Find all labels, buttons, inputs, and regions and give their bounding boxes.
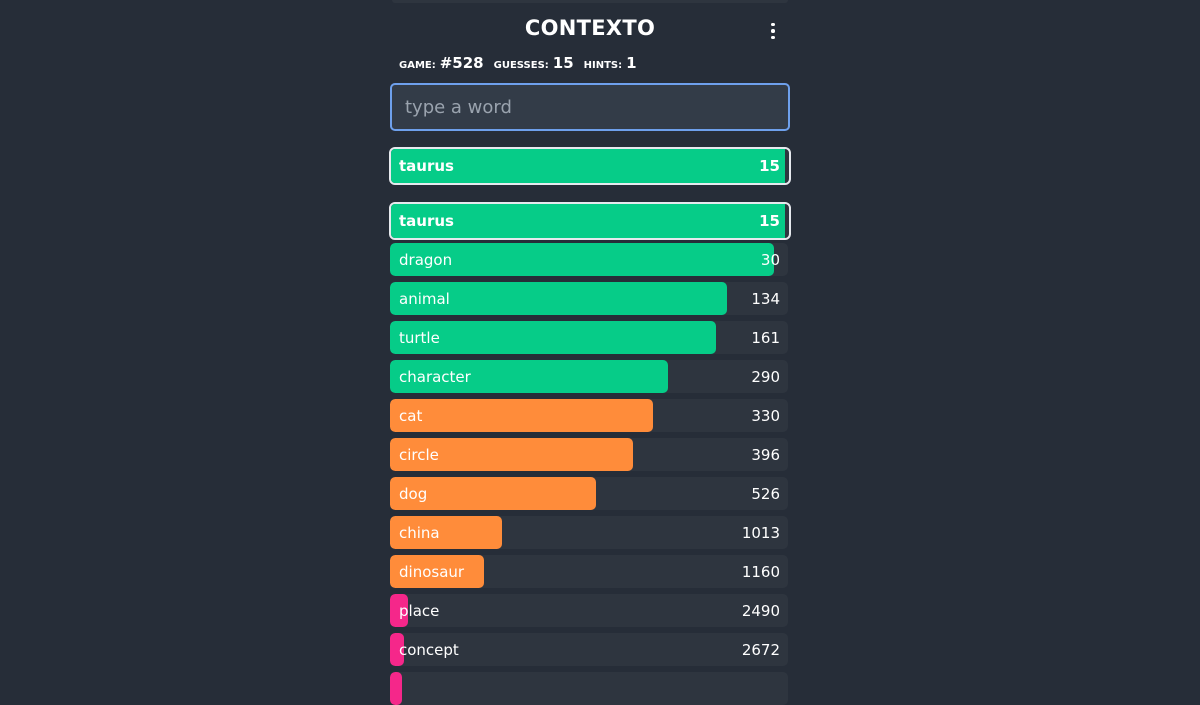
guess-rank: 2672	[741, 640, 780, 659]
guess-word: taurus	[399, 157, 454, 175]
guess-rank: 30	[760, 250, 780, 269]
similarity-bar	[390, 672, 402, 705]
guess-word: animal	[399, 289, 450, 308]
last-guess-row[interactable]: taurus 15	[389, 147, 791, 185]
guess-rank: 161	[751, 328, 780, 347]
guess-word: character	[399, 367, 471, 386]
guess-row[interactable]: dinosaur 1160	[390, 555, 788, 588]
guesses-label: GUESSES:	[493, 60, 549, 71]
more-vertical-icon[interactable]	[762, 20, 784, 42]
similarity-bar	[390, 360, 669, 393]
guess-rank: 15	[759, 212, 780, 230]
word-input[interactable]	[390, 83, 790, 131]
similarity-bar	[390, 399, 654, 432]
guess-row[interactable]	[390, 672, 788, 705]
top-strip	[392, 0, 788, 3]
guess-rank: 396	[751, 445, 780, 464]
guess-rank: 2490	[741, 601, 780, 620]
hints-label: HINTS:	[583, 60, 623, 71]
guess-word: place	[399, 601, 440, 620]
guess-row[interactable]: turtle 161	[390, 321, 788, 354]
guess-row[interactable]: animal 134	[390, 282, 788, 315]
similarity-bar	[390, 555, 484, 588]
page-title: CONTEXTO	[524, 16, 656, 40]
similarity-bar	[390, 438, 634, 471]
guess-row[interactable]: character 290	[390, 360, 788, 393]
guess-row[interactable]: taurus 15	[389, 202, 791, 240]
guess-rank: 290	[751, 367, 780, 386]
guess-row[interactable]: dragon 30	[390, 243, 788, 276]
guess-row[interactable]: china 1013	[390, 516, 788, 549]
guess-word: concept	[399, 640, 459, 659]
similarity-bar	[390, 477, 597, 510]
game-stats: GAME: #528 GUESSES: 15 HINTS: 1	[399, 54, 647, 74]
guess-word: circle	[399, 445, 439, 464]
header: CONTEXTO	[390, 14, 790, 46]
similarity-bar	[390, 282, 728, 315]
guesses-count: 15	[552, 54, 574, 72]
guess-rank: 526	[751, 484, 780, 503]
guess-word: taurus	[399, 212, 454, 230]
similarity-bar	[390, 243, 775, 276]
guess-row[interactable]: place 2490	[390, 594, 788, 627]
guess-word: dinosaur	[399, 562, 465, 581]
contexto-app: CONTEXTO GAME: #528 GUESSES: 15 HINTS: 1…	[389, 0, 791, 705]
guess-word: dragon	[399, 250, 453, 269]
guess-rank: 134	[751, 289, 780, 308]
guess-word: turtle	[399, 328, 440, 347]
guess-word: cat	[399, 406, 423, 425]
guess-rank: 1013	[741, 523, 780, 542]
guess-row[interactable]: dog 526	[390, 477, 788, 510]
guess-rank: 15	[759, 157, 780, 175]
similarity-bar	[390, 321, 717, 354]
game-label: GAME:	[399, 60, 436, 71]
guess-row[interactable]: circle 396	[390, 438, 788, 471]
similarity-bar	[391, 204, 786, 238]
guess-rank: 1160	[741, 562, 780, 581]
guess-rank: 330	[751, 406, 780, 425]
guess-row[interactable]: cat 330	[390, 399, 788, 432]
guess-word: china	[399, 523, 440, 542]
hints-count: 1	[626, 54, 637, 72]
similarity-bar	[390, 633, 404, 666]
similarity-bar	[391, 149, 786, 183]
similarity-bar	[390, 594, 408, 627]
guess-word: dog	[399, 484, 428, 503]
game-number: #528	[439, 54, 484, 72]
similarity-bar	[390, 516, 502, 549]
guess-row[interactable]: concept 2672	[390, 633, 788, 666]
